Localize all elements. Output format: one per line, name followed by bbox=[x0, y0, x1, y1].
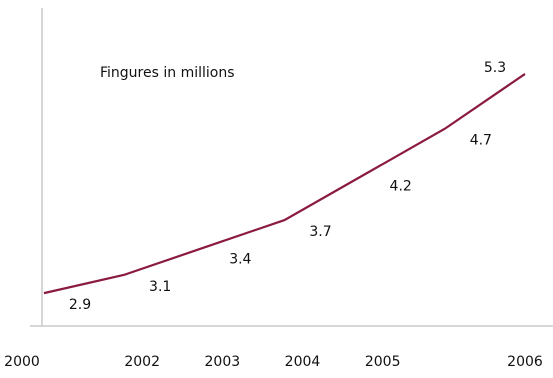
data-label: 3.7 bbox=[309, 224, 331, 240]
x-tick-label: 2006 bbox=[507, 354, 543, 370]
annotation: Fingures in millions bbox=[100, 65, 235, 81]
x-tick-label: 2002 bbox=[124, 354, 160, 370]
x-tick-label: 2005 bbox=[365, 354, 401, 370]
data-label: 2.9 bbox=[69, 297, 91, 313]
data-label: 4.7 bbox=[470, 133, 492, 149]
data-label: 4.2 bbox=[390, 178, 412, 194]
x-tick-label: 2000 bbox=[4, 354, 40, 370]
x-tick-label: 2003 bbox=[205, 354, 241, 370]
x-tick-label: 2004 bbox=[285, 354, 321, 370]
data-label: 5.3 bbox=[484, 60, 506, 76]
line bbox=[43, 73, 526, 295]
data-label: 3.1 bbox=[149, 279, 171, 295]
data-label: 3.4 bbox=[229, 251, 251, 267]
